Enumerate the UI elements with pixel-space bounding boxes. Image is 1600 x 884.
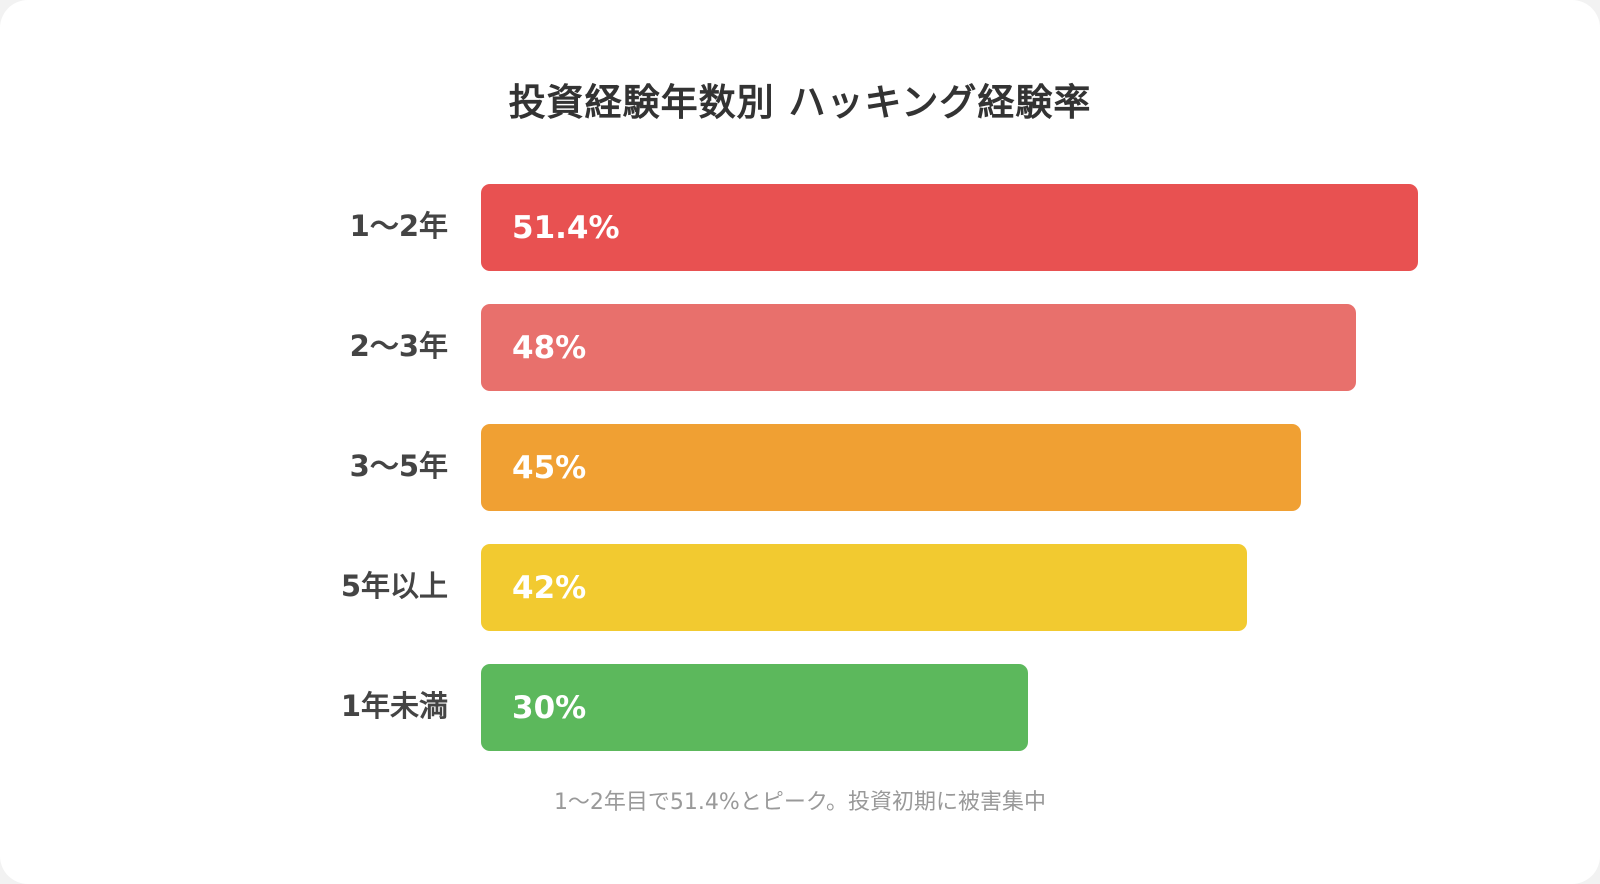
chart-caption: 1〜2年目で51.4%とピーク。投資初期に被害集中 xyxy=(553,790,1047,815)
bar xyxy=(481,304,1356,391)
category-label: 3〜5年 xyxy=(349,448,448,483)
category-label: 1年未満 xyxy=(340,688,448,723)
category-label: 2〜3年 xyxy=(349,328,448,363)
bar-value-label: 51.4% xyxy=(512,209,620,246)
bar-value-label: 45% xyxy=(512,449,587,486)
bar xyxy=(481,424,1301,511)
bar-value-label: 42% xyxy=(512,569,587,606)
bar xyxy=(481,184,1418,271)
bar-value-label: 48% xyxy=(512,329,587,366)
chart-title: 投資経験年数別 ハッキング経験率 xyxy=(508,81,1092,124)
bar xyxy=(481,664,1028,751)
bar-value-label: 30% xyxy=(512,689,587,726)
category-label: 1〜2年 xyxy=(349,208,448,243)
bar xyxy=(481,544,1247,631)
category-label: 5年以上 xyxy=(340,568,448,603)
